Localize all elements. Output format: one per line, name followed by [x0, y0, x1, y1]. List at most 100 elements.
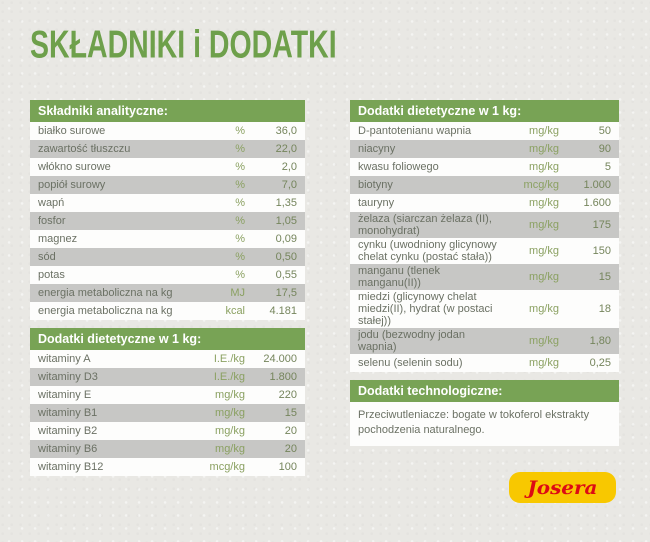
cell-label: energia metaboliczna na kg	[38, 305, 173, 317]
josera-logo: Josera	[509, 472, 616, 503]
cell-label: witaminy A	[38, 353, 91, 365]
page-title: SKŁADNIKI i DODATKI	[30, 24, 337, 67]
cell-unit: mg/kg	[529, 161, 559, 173]
cell-value: 1.800	[269, 371, 297, 383]
cell-label: witaminy E	[38, 389, 92, 401]
table-row: manganu (tlenek manganu(II)) mg/kg 15	[350, 264, 619, 290]
cell-label: selenu (selenin sodu)	[358, 357, 463, 369]
cell-label: witaminy B1	[38, 407, 98, 419]
cell-value: 0,50	[275, 251, 297, 263]
cell-value: 5	[604, 161, 611, 173]
cell-label: witaminy B2	[38, 425, 98, 437]
table-body: D-pantotenianu wapnia mg/kg 50 niacyny mg/kg…	[350, 122, 619, 372]
cell-value: 36,0	[275, 125, 297, 137]
cell-label: magnez	[38, 233, 78, 245]
cell-value: 20	[284, 425, 297, 437]
cell-label: włókno surowe	[38, 161, 111, 173]
cell-label: jodu (bezwodny jodan wapnia)	[358, 329, 466, 353]
cell-unit: %	[235, 179, 245, 191]
table-row: potas% 0,55	[30, 266, 305, 284]
cell-value: 0,55	[275, 269, 297, 281]
table-row: D-pantotenianu wapnia mg/kg 50	[350, 122, 619, 140]
table-header-technological: Dodatki technologiczne:	[350, 380, 619, 402]
cell-label: miedzi (glicynowy chelat miedzi(II), hyd…	[358, 291, 493, 327]
cell-value: 1,05	[275, 215, 297, 227]
cell-unit: mg/kg	[529, 219, 559, 231]
cell-label: energia metaboliczna na kg	[38, 287, 173, 299]
table-row: jodu (bezwodny jodan wapnia) mg/kg 1,80	[350, 328, 619, 354]
cell-value: 24.000	[263, 353, 297, 365]
table-row: witaminy D3 I.E./kg 1.800	[30, 368, 305, 386]
cell-label: żelaza (siarczan żelaza (II), monohydrat…	[358, 213, 492, 237]
cell-value: 15	[598, 271, 611, 283]
technological-additives-section: Dodatki technologiczne: Przeciwutleniacz…	[350, 380, 619, 446]
table-row: sód% 0,50	[30, 248, 305, 266]
cell-label: białko surowe	[38, 125, 106, 137]
cell-unit: mg/kg	[215, 407, 245, 419]
table-body: białko surowe% 36,0 zawartość tłuszczu% 22,…	[30, 122, 305, 320]
table-row: selenu (selenin sodu) mg/kg 0,25	[350, 354, 619, 372]
table-row: witaminy A I.E./kg 24.000	[30, 350, 305, 368]
cell-value: 0,09	[275, 233, 297, 245]
cell-label: witaminy B12	[38, 461, 104, 473]
table-row: energia metaboliczna na kg MJ 17,5	[30, 284, 305, 302]
table-row: energia metaboliczna na kg kcal 4.181	[30, 302, 305, 320]
cell-label: sód	[38, 251, 56, 263]
table-row: wapń% 1,35	[30, 194, 305, 212]
cell-label: fosfor	[38, 215, 66, 227]
cell-label: cynku (uwodniony glicynowy chelat cynku …	[358, 239, 497, 263]
cell-unit: kcal	[225, 305, 245, 317]
table-body: witaminy A I.E./kg 24.000 witaminy D3 I.E./k…	[30, 350, 305, 476]
cell-label: biotyny	[358, 179, 393, 191]
cell-value: 22,0	[275, 143, 297, 155]
cell-value: 0,25	[589, 357, 611, 369]
cell-unit: I.E./kg	[213, 353, 245, 365]
cell-value: 20	[284, 443, 297, 455]
cell-value: 18	[598, 303, 611, 315]
table-header-analytical: Składniki analityczne:	[30, 100, 305, 122]
cell-value: 150	[592, 245, 611, 257]
josera-logo-text: Josera	[527, 476, 598, 499]
table-row: fosfor% 1,05	[30, 212, 305, 230]
table-row: magnez% 0,09	[30, 230, 305, 248]
cell-unit: mg/kg	[529, 143, 559, 155]
cell-value: 15	[284, 407, 297, 419]
cell-value: 7,0	[281, 179, 297, 191]
technological-additives-text: Przeciwutleniacze: bogate w tokoferol ek…	[350, 402, 619, 446]
left-column: Składniki analityczne: białko surowe% 36,…	[30, 100, 305, 476]
cell-unit: mg/kg	[529, 271, 559, 283]
cell-unit: %	[235, 143, 245, 155]
cell-value: 90	[598, 143, 611, 155]
cell-label: manganu (tlenek manganu(II))	[358, 265, 440, 289]
table-row: białko surowe% 36,0	[30, 122, 305, 140]
cell-value: 1,35	[275, 197, 297, 209]
cell-label: wapń	[38, 197, 65, 209]
cell-unit: %	[235, 251, 245, 263]
table-row: biotyny mcg/kg 1.000	[350, 176, 619, 194]
cell-unit: mg/kg	[529, 335, 559, 347]
table-row: kwasu foliowego mg/kg 5	[350, 158, 619, 176]
cell-unit: %	[235, 161, 245, 173]
cell-value: 50	[598, 125, 611, 137]
cell-unit: mg/kg	[215, 425, 245, 437]
table-row: witaminy B6 mg/kg 20	[30, 440, 305, 458]
cell-label: D-pantotenianu wapnia	[358, 125, 472, 137]
cell-value: 175	[592, 219, 611, 231]
table-row: żelaza (siarczan żelaza (II), monohydrat…	[350, 212, 619, 238]
table-row: witaminy B2 mg/kg 20	[30, 422, 305, 440]
table-row: cynku (uwodniony glicynowy chelat cynku …	[350, 238, 619, 264]
cell-unit: mg/kg	[529, 303, 559, 315]
cell-label: zawartość tłuszczu	[38, 143, 131, 155]
cell-label: witaminy B6	[38, 443, 98, 455]
cell-value: 2,0	[281, 161, 297, 173]
cell-unit: MJ	[230, 287, 245, 299]
right-column: Dodatki dietetyczne w 1 kg: D-pantotenia…	[350, 100, 619, 446]
cell-unit: mg/kg	[215, 443, 245, 455]
table-header-dietary-left: Dodatki dietetyczne w 1 kg:	[30, 328, 305, 350]
table-row: miedzi (glicynowy chelat miedzi(II), hyd…	[350, 290, 619, 328]
cell-unit: %	[235, 269, 245, 281]
cell-label: potas	[38, 269, 65, 281]
cell-label: tauryny	[358, 197, 395, 209]
cell-value: 220	[278, 389, 297, 401]
